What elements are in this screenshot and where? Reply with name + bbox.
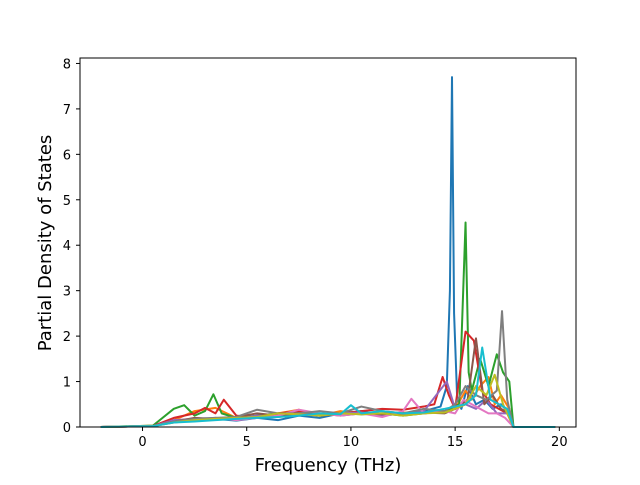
series-line-9 (100, 373, 556, 428)
x-axis-label: Frequency (THz) (255, 455, 402, 476)
y-tick-label: 8 (63, 57, 71, 72)
y-tick-label: 1 (63, 376, 71, 391)
plot-frame (79, 57, 577, 428)
y-axis-label: Partial Density of States (35, 135, 56, 352)
series-layer (100, 76, 556, 428)
x-tick-label: 0 (138, 435, 146, 450)
y-tick-label: 6 (63, 148, 71, 163)
series-line-10 (100, 346, 556, 428)
y-tick-label: 4 (63, 239, 71, 254)
x-tick-label: 5 (243, 435, 251, 450)
y-tick-label: 5 (63, 194, 71, 209)
y-tick-label: 0 (63, 421, 71, 436)
x-tick-label: 20 (551, 435, 568, 450)
y-tick-label: 3 (63, 285, 71, 300)
y-tick-label: 7 (63, 103, 71, 118)
x-tick-label: 15 (447, 435, 464, 450)
y-axis-ticks: 0 1 2 3 4 5 6 7 8 (63, 57, 80, 436)
x-axis-ticks: 0 5 10 15 20 (138, 427, 568, 450)
x-tick-label: 10 (343, 435, 360, 450)
y-tick-label: 2 (63, 330, 71, 345)
